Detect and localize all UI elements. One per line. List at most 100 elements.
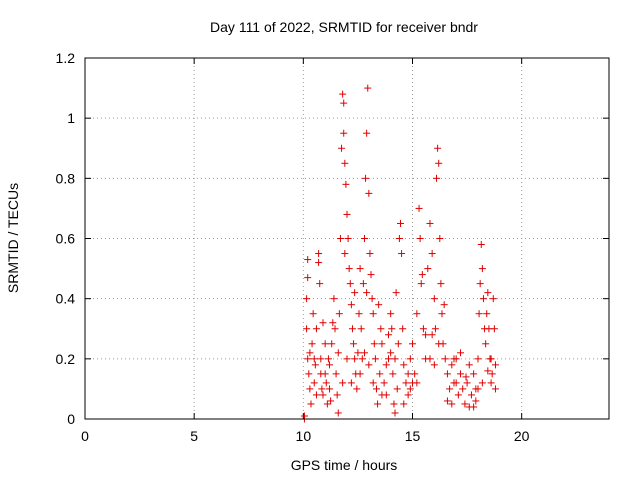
data-point bbox=[351, 289, 359, 297]
data-point bbox=[443, 370, 451, 378]
data-point bbox=[474, 385, 482, 393]
data-point bbox=[310, 355, 318, 363]
data-point bbox=[396, 219, 404, 227]
chart-title: Day 111 of 2022, SRMTID for receiver bnd… bbox=[210, 19, 478, 35]
data-point bbox=[375, 301, 383, 309]
data-point bbox=[378, 340, 386, 348]
data-point bbox=[303, 295, 311, 303]
data-point bbox=[489, 295, 497, 303]
data-point bbox=[457, 370, 465, 378]
data-point bbox=[368, 295, 376, 303]
data-point bbox=[459, 385, 467, 393]
plot-frame bbox=[84, 57, 610, 420]
data-point bbox=[327, 397, 335, 405]
data-point bbox=[418, 271, 426, 279]
data-point bbox=[430, 295, 438, 303]
data-point bbox=[339, 90, 347, 98]
data-point bbox=[384, 355, 392, 363]
data-point bbox=[488, 370, 496, 378]
data-point bbox=[435, 340, 443, 348]
data-point bbox=[398, 250, 406, 258]
data-point bbox=[312, 391, 320, 399]
data-point bbox=[470, 370, 478, 378]
data-point bbox=[347, 301, 355, 309]
x-tick-label: 15 bbox=[405, 428, 421, 444]
data-point bbox=[402, 379, 410, 387]
x-tick-label: 20 bbox=[514, 428, 530, 444]
data-point bbox=[319, 391, 327, 399]
y-tick-label: 0.2 bbox=[56, 351, 76, 367]
data-point bbox=[334, 409, 342, 417]
data-point bbox=[315, 250, 323, 258]
data-point bbox=[415, 204, 423, 212]
data-point bbox=[395, 235, 403, 242]
data-point bbox=[431, 325, 439, 333]
data-point bbox=[331, 325, 339, 333]
axis-ticks: 0 5 10 15 20 0 0.2 0.4 0.6 0.8 1 1.2 bbox=[56, 50, 609, 444]
data-point bbox=[393, 385, 401, 393]
data-point bbox=[387, 349, 395, 357]
data-point bbox=[380, 379, 388, 387]
data-point bbox=[430, 361, 438, 369]
data-point bbox=[360, 349, 368, 357]
data-point bbox=[434, 144, 442, 152]
data-point bbox=[417, 280, 425, 288]
data-point bbox=[476, 280, 484, 288]
data-point bbox=[487, 379, 495, 387]
data-point bbox=[390, 400, 398, 408]
data-point bbox=[350, 340, 358, 348]
data-point bbox=[311, 361, 319, 369]
data-point bbox=[440, 301, 448, 309]
data-point bbox=[344, 235, 352, 242]
data-point bbox=[365, 361, 373, 369]
data-point bbox=[367, 271, 375, 279]
data-point bbox=[318, 385, 326, 393]
data-point bbox=[317, 355, 325, 363]
data-point bbox=[424, 265, 432, 273]
y-tick-label: 1 bbox=[67, 110, 75, 126]
data-point bbox=[377, 325, 385, 333]
data-point bbox=[387, 310, 395, 318]
data-point bbox=[443, 397, 451, 405]
data-point bbox=[315, 259, 323, 267]
data-point bbox=[463, 379, 471, 387]
data-point bbox=[465, 361, 473, 369]
data-point bbox=[450, 355, 458, 363]
data-point bbox=[335, 310, 343, 318]
data-point bbox=[351, 355, 359, 363]
data-point bbox=[330, 295, 338, 303]
data-point bbox=[332, 370, 340, 378]
data-point bbox=[323, 400, 331, 408]
data-point bbox=[326, 385, 334, 393]
data-point bbox=[491, 385, 499, 393]
data-point bbox=[399, 325, 407, 333]
data-point bbox=[388, 325, 396, 333]
data-point bbox=[472, 397, 480, 405]
data-point bbox=[376, 370, 384, 378]
data-point bbox=[353, 385, 361, 393]
data-point bbox=[345, 265, 353, 273]
data-point bbox=[342, 180, 350, 188]
data-point bbox=[329, 319, 337, 327]
data-point bbox=[409, 379, 416, 387]
data-point bbox=[354, 349, 362, 357]
x-tick-label: 0 bbox=[81, 428, 89, 444]
data-point bbox=[371, 355, 379, 363]
data-point bbox=[409, 340, 416, 348]
data-point bbox=[478, 379, 486, 387]
data-point bbox=[370, 340, 378, 348]
data-points bbox=[300, 84, 499, 423]
data-point bbox=[322, 379, 330, 387]
y-tick-label: 0.8 bbox=[56, 170, 76, 186]
data-point bbox=[389, 370, 397, 378]
data-point bbox=[356, 265, 364, 273]
data-point bbox=[479, 295, 487, 303]
y-tick-label: 0 bbox=[67, 411, 75, 427]
data-point bbox=[406, 385, 414, 393]
data-point bbox=[475, 310, 483, 318]
data-point bbox=[484, 367, 492, 375]
y-tick-label: 0.4 bbox=[56, 291, 76, 307]
data-point bbox=[461, 400, 469, 408]
data-point bbox=[426, 355, 434, 363]
data-point bbox=[340, 129, 348, 137]
